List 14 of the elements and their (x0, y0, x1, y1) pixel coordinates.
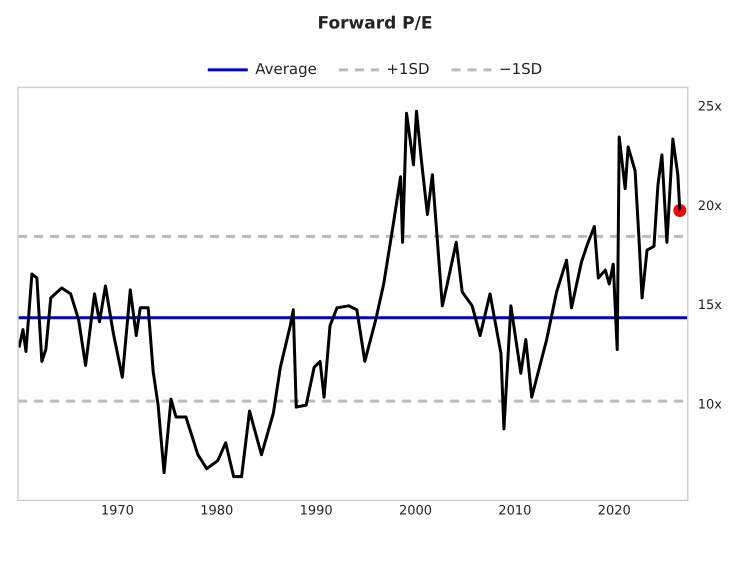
x-tick-label: 1980 (200, 504, 234, 519)
legend-label: +1SD (386, 60, 430, 78)
x-tick-label: 2010 (498, 504, 532, 519)
chart-title: Forward P/E (318, 14, 432, 34)
x-tick-label: 1970 (100, 504, 134, 519)
legend-label: Average (255, 60, 317, 78)
y-tick-label: 10x (698, 397, 722, 412)
legend-label: −1SD (499, 60, 542, 78)
x-tick-label: 2000 (398, 504, 432, 519)
x-tick-label: 1990 (300, 504, 333, 519)
y-tick-label: 20x (698, 198, 722, 214)
x-tick-label: 2020 (598, 504, 631, 519)
y-tick-label: 15x (698, 298, 722, 314)
y-tick-label: 25x (698, 100, 722, 115)
